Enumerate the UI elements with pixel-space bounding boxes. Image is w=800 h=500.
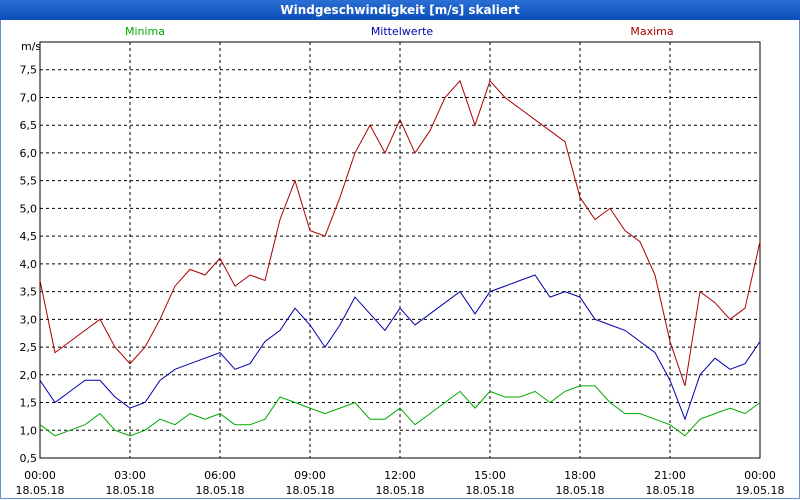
x-tick-date: 18.05.18 [286,484,335,497]
x-tick-date: 18.05.18 [646,484,695,497]
x-tick-time: 06:00 [204,469,236,482]
y-tick-label: 6,0 [20,147,38,160]
x-tick-time: 18:00 [564,469,596,482]
x-tick-date: 18.05.18 [466,484,515,497]
y-tick-label: 1,5 [20,397,38,410]
plot-area [39,41,761,459]
y-tick-label: 2,0 [20,369,38,382]
y-tick-label: 1,0 [20,424,38,437]
y-tick-label: 6,5 [20,119,38,132]
x-tick-time: 00:00 [744,469,776,482]
y-tick-label: 5,5 [20,175,38,188]
y-tick-label: 7,5 [20,64,38,77]
y-tick-label: 7,0 [20,91,38,104]
grid [40,42,760,459]
legend-minima: Minima [125,25,165,38]
series-line-maxima [39,79,761,387]
legend-mittelwerte: Mittelwerte [371,25,434,38]
y-tick-label: 0,5 [20,452,38,465]
y-ticks: 0,5 1,0 1,5 2,0 2,5 3,0 3,5 4,0 4,5 5,0 5,5 6,0 6,5 7… [20,64,38,465]
y-tick-label: 2,5 [20,341,38,354]
series-line-mittelwerte [39,274,761,421]
x-tick-time: 00:00 [24,469,56,482]
y-tick-label: 3,5 [20,286,38,299]
x-tick-date: 18.05.18 [556,484,605,497]
x-tick-time: 21:00 [654,469,686,482]
x-tick-time: 03:00 [114,469,146,482]
y-tick-label: 5,0 [20,202,38,215]
x-tick-time: 15:00 [474,469,506,482]
legend-maxima: Maxima [630,25,673,38]
x-tick-date: 18.05.18 [16,484,65,497]
window-title: Windgeschwindigkeit [m/s] skaliert [0,0,800,20]
x-tick-date: 18.05.18 [196,484,245,497]
y-tick-label: 3,0 [20,313,38,326]
x-tick-time: 09:00 [294,469,326,482]
y-axis-label: m/s [21,40,41,53]
series-line-minima [39,385,761,437]
y-tick-label: 4,0 [20,258,38,271]
x-tick-time: 12:00 [384,469,416,482]
series-group [39,79,761,437]
x-tick-date: 19.05.18 [736,484,785,497]
x-tick-date: 18.05.18 [376,484,425,497]
x-ticks: 00:00 18.05.18 03:00 18.05.18 06:00 18.05.18 0… [16,469,785,497]
x-tick-date: 18.05.18 [106,484,155,497]
y-tick-label: 4,5 [20,230,38,243]
